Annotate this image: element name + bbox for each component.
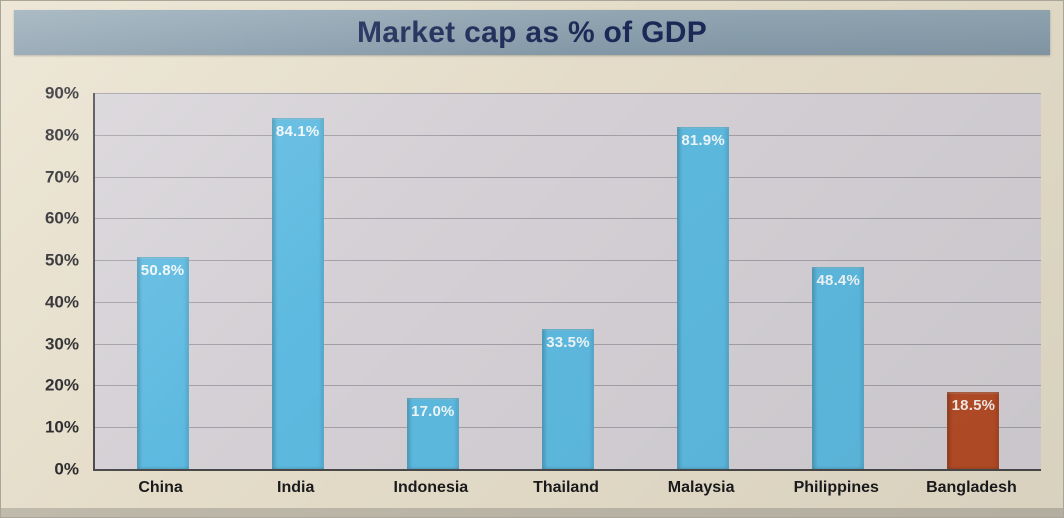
bars-container: 50.8% 84.1% 17.0% 33.5% 81.9% 48.4% 18.5% (95, 93, 1041, 469)
gridline (95, 260, 1041, 262)
x-tick-label-thailand: Thailand (533, 479, 599, 496)
y-tick-label: 60% (44, 208, 79, 228)
bar-value-label-indonesia: 17.0% (411, 402, 455, 420)
bar-thailand: 33.5% (541, 329, 594, 469)
x-tick-label-india: India (277, 479, 315, 496)
bar-philippines: 48.4% (812, 266, 865, 469)
bar-slot-malaysia: 81.9% (636, 93, 771, 469)
y-tick-label: 50% (44, 250, 79, 270)
bar-value-label-philippines: 48.4% (816, 271, 861, 289)
y-tick-label: 90% (44, 83, 79, 103)
chart-title-bar: Market cap as % of GDP (14, 10, 1050, 55)
chart-title: Market cap as % of GDP (356, 15, 708, 49)
y-tick-label: 30% (44, 334, 79, 354)
bar-value-label-malaysia: 81.9% (681, 131, 725, 149)
y-tick-label: 10% (44, 417, 79, 437)
gridline (95, 301, 1041, 303)
bar-bangladesh: 18.5% (947, 391, 1000, 469)
plot-area: 50.8% 84.1% 17.0% 33.5% 81.9% 48.4% 18.5% (93, 93, 1041, 471)
bar-china: 50.8% (136, 256, 189, 469)
x-tick-label-philippines: Philippines (793, 479, 879, 496)
bar-slot-india: 84.1% (230, 93, 365, 469)
bar-slot-indonesia: 17.0% (365, 93, 500, 469)
bar-slot-thailand: 33.5% (500, 93, 635, 469)
y-tick-label: 20% (44, 375, 79, 395)
y-axis-labels: 0% 10% 20% 30% 40% 50% 60% 70% 80% 90% (1, 85, 87, 478)
bar-value-label-india: 84.1% (275, 122, 320, 140)
bar-value-label-bangladesh: 18.5% (951, 396, 996, 414)
bar-value-label-china: 50.8% (140, 261, 185, 279)
y-tick-label: 80% (44, 125, 79, 145)
gridline (95, 93, 1041, 94)
gridline (95, 218, 1041, 220)
x-tick-label-china: China (138, 479, 183, 496)
y-tick-label: 40% (44, 292, 79, 312)
bar-slot-philippines: 48.4% (771, 93, 906, 469)
bar-slot-china: 50.8% (95, 93, 230, 469)
x-tick-label-malaysia: Malaysia (667, 479, 735, 496)
x-tick-label-indonesia: Indonesia (393, 479, 469, 496)
gridline (95, 176, 1041, 178)
bar-value-label-thailand: 33.5% (546, 334, 590, 352)
bar-slot-bangladesh: 18.5% (906, 93, 1041, 469)
y-tick-label: 70% (44, 167, 79, 187)
gridline (95, 134, 1041, 136)
x-tick-label-bangladesh: Bangladesh (926, 479, 1017, 496)
bar-indonesia: 17.0% (406, 397, 459, 469)
x-axis-labels: China India Indonesia Thailand Malaysia Phili… (93, 479, 1039, 497)
bar-india: 84.1% (271, 117, 324, 469)
bar-malaysia: 81.9% (677, 126, 730, 469)
y-tick-label: 0% (54, 459, 79, 479)
